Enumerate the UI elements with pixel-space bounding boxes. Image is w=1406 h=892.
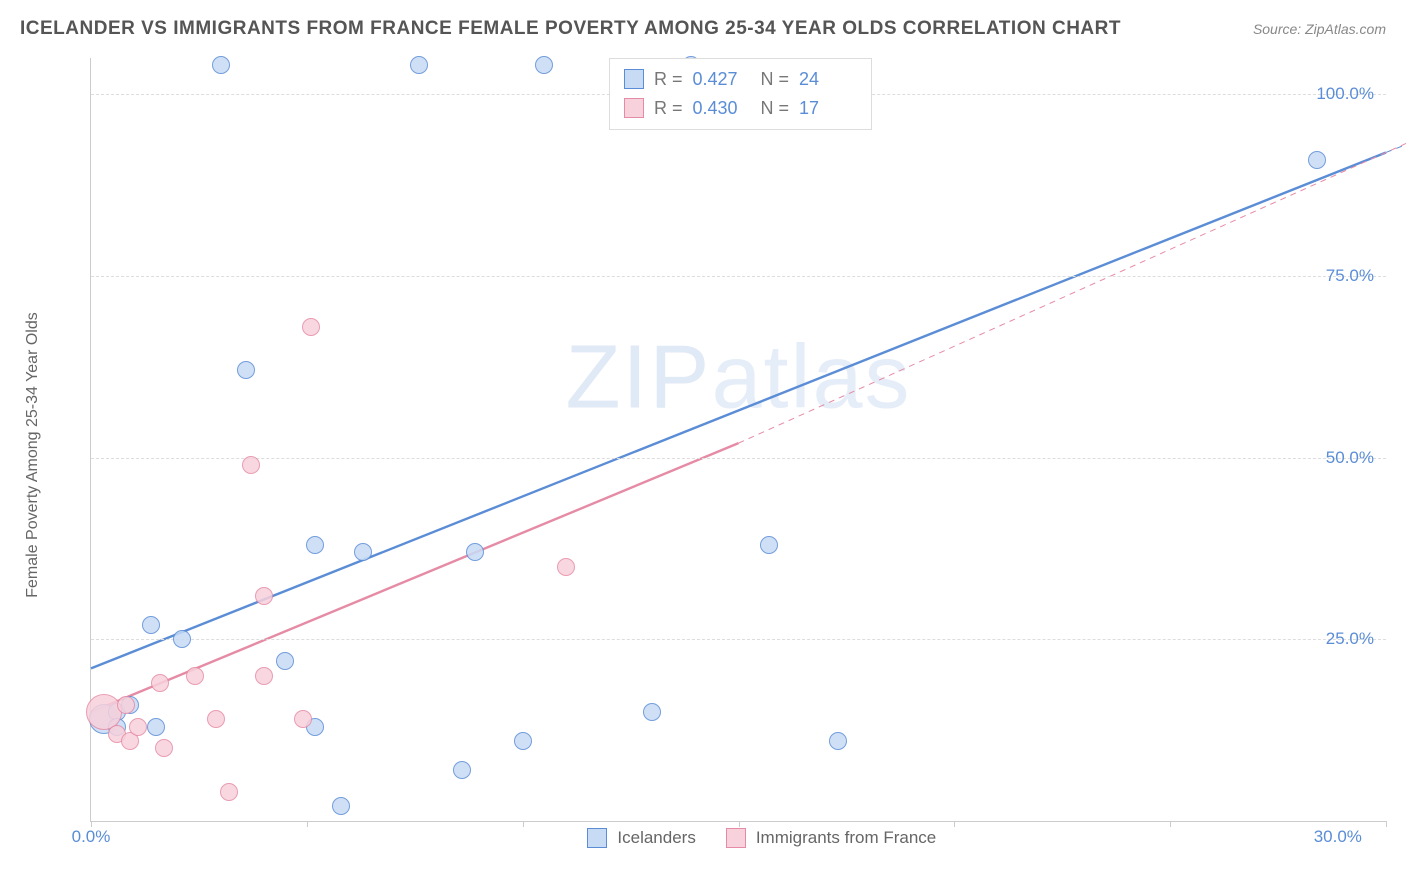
r-label-2: R = [654,94,683,123]
n-label-2: N = [761,94,790,123]
data-point [643,703,661,721]
data-point [237,361,255,379]
data-point [306,536,324,554]
data-point [557,558,575,576]
r-label-1: R = [654,65,683,94]
data-point [294,710,312,728]
data-point [354,543,372,561]
data-point [410,56,428,74]
data-point [242,456,260,474]
data-point [453,761,471,779]
data-point [173,630,191,648]
data-point [255,667,273,685]
data-point [151,674,169,692]
x-tick [1386,821,1387,827]
r-value-1: 0.427 [693,65,751,94]
y-tick-label: 50.0% [1326,448,1374,468]
y-axis-label: Female Poverty Among 25-34 Year Olds [24,312,42,598]
source-attribution: Source: ZipAtlas.com [1253,21,1386,37]
data-point [760,536,778,554]
gridline [91,276,1386,277]
legend-label-france: Immigrants from France [756,828,936,848]
n-value-2: 17 [799,94,857,123]
data-point [302,318,320,336]
data-point [220,783,238,801]
gridline [91,639,1386,640]
data-point [155,739,173,757]
n-label-1: N = [761,65,790,94]
data-point [129,718,147,736]
data-point [276,652,294,670]
data-point [212,56,230,74]
y-tick-label: 75.0% [1326,266,1374,286]
y-tick-label: 100.0% [1316,84,1374,104]
swatch-icelanders [624,69,644,89]
correlation-row-1: R = 0.427 N = 24 [624,65,857,94]
y-tick-label: 25.0% [1326,629,1374,649]
data-point [514,732,532,750]
data-point [207,710,225,728]
swatch-france [624,98,644,118]
data-point [117,696,135,714]
scatter-plot: ZIPatlas R = 0.427 N = 24 R = 0.430 N = … [90,58,1386,822]
data-point [255,587,273,605]
chart-area: Female Poverty Among 25-34 Year Olds ZIP… [55,58,1386,852]
x-tick [307,821,308,827]
r-value-2: 0.430 [693,94,751,123]
legend-label-icelanders: Icelanders [617,828,695,848]
x-tick [523,821,524,827]
data-point [332,797,350,815]
data-point [147,718,165,736]
trend-line [739,94,1406,443]
legend-item-france: Immigrants from France [726,828,936,848]
data-point [535,56,553,74]
gridline [91,458,1386,459]
data-point [466,543,484,561]
x-tick [739,821,740,827]
legend-swatch-france [726,828,746,848]
x-tick [954,821,955,827]
data-point [186,667,204,685]
data-point [1308,151,1326,169]
chart-title: ICELANDER VS IMMIGRANTS FROM FRANCE FEMA… [20,18,1121,40]
series-legend: Icelanders Immigrants from France [587,828,936,848]
n-value-1: 24 [799,65,857,94]
legend-item-icelanders: Icelanders [587,828,695,848]
legend-swatch-icelanders [587,828,607,848]
trend-line [91,152,1386,668]
correlation-row-2: R = 0.430 N = 17 [624,94,857,123]
data-point [142,616,160,634]
data-point [829,732,847,750]
trend-lines-svg [91,58,1386,821]
correlation-legend: R = 0.427 N = 24 R = 0.430 N = 17 [609,58,872,130]
x-tick [1170,821,1171,827]
